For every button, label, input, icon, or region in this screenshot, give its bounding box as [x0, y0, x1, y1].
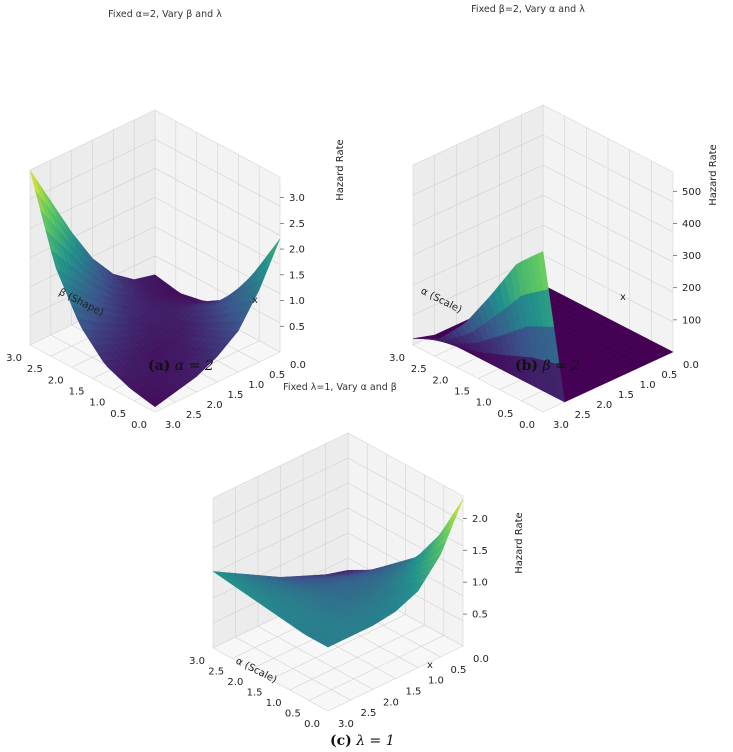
x-axis-label: x: [620, 292, 626, 303]
x-tick-label: 0.0: [473, 654, 489, 665]
x-tick-label: 1.0: [248, 380, 264, 391]
z-tick-label: 3.0: [289, 193, 305, 204]
x-tick-label: 0.0: [290, 360, 306, 371]
caption-b-text: β = 2: [542, 358, 581, 374]
x-tick-label: 0.5: [451, 665, 467, 676]
y-tick-label: 2.0: [227, 677, 243, 688]
z-axis-label: Hazard Rate: [708, 144, 719, 205]
gridline: [29, 138, 281, 207]
chart-a-svg: Fixed α=2, Vary β and λ 0.5 1.0 1.5 2.0 2.5 3.…: [6, 9, 346, 431]
x-tick-label: 2.5: [575, 410, 591, 421]
x-tick-label: 3.0: [553, 420, 569, 431]
x-tick-label: 2.0: [383, 697, 399, 708]
gridline: [235, 636, 351, 701]
gridline: [412, 134, 674, 203]
x-tick-label: 1.5: [406, 687, 422, 698]
x-tick-label: 0.0: [683, 360, 699, 371]
chart-c-svg: Fixed λ=1, Vary α and β0.51.01.52.0 Hazar…: [189, 382, 525, 730]
y-tick-label: 1.5: [454, 387, 470, 398]
z-tick-label: 0.5: [289, 322, 305, 333]
z-tick-label: 2.0: [289, 245, 305, 256]
y-tick-label: 0.5: [285, 709, 301, 720]
caption-c-text: λ = 1: [356, 733, 395, 749]
z-tick-label: 200: [682, 283, 701, 294]
x-tick-label: 2.5: [186, 410, 202, 421]
gridline: [412, 164, 674, 233]
y-tick-label: 1.5: [69, 387, 85, 398]
surface-patch: [537, 250, 549, 291]
chart-panel-b: Fixed β=2, Vary α and λ 100 200 300 400 500 Ha…: [368, 0, 728, 431]
x-tick-label: 1.0: [428, 676, 444, 687]
x-tick-label: 1.5: [618, 390, 634, 401]
caption-b-letter: (b): [515, 358, 539, 374]
z-axis-label: Hazard Rate: [335, 139, 346, 200]
surface-patch: [322, 641, 335, 648]
chart-0-surface: [29, 169, 281, 408]
y-tick-label: 0.5: [110, 409, 126, 420]
y-tick-label: 2.5: [27, 364, 43, 375]
caption-b: (b) β = 2: [515, 358, 580, 374]
y-tick-label: 1.0: [476, 398, 492, 409]
z-tick-label: 1.0: [472, 578, 488, 589]
x-axis-label: x: [427, 660, 433, 671]
y-tick-label: 2.0: [48, 375, 64, 386]
y-tick-label: 3.0: [189, 656, 205, 667]
caption-a: (a) α = 2: [148, 358, 214, 374]
y-tick-label: 3.0: [389, 353, 405, 364]
x-tick-label: 2.5: [361, 708, 377, 719]
y-tick-label: 2.5: [411, 364, 427, 375]
x-tick-label: 2.0: [207, 400, 223, 411]
y-tick-label: 1.0: [89, 398, 105, 409]
y-tick-label: 0.0: [131, 420, 147, 431]
x-tick-label: 3.0: [165, 420, 181, 431]
z-tick-label: 1.5: [289, 270, 305, 281]
x-tick-label: 1.0: [640, 380, 656, 391]
z-tick-label: 300: [682, 251, 701, 262]
gridline: [29, 168, 281, 236]
chart-b-svg: Fixed β=2, Vary α and λ 100 200 300 400 500 Ha…: [389, 4, 719, 431]
gridline: [212, 457, 464, 524]
gridline: [212, 482, 464, 549]
z-tick-label: 400: [682, 219, 701, 230]
x-tick-label: 1.5: [228, 390, 244, 401]
y-tick-label: 3.0: [6, 353, 22, 364]
caption-c: (c) λ = 1: [330, 733, 395, 749]
chart-panel-a: Fixed α=2, Vary β and λ 0.5 1.0 1.5 2.0 2.5 3.…: [6, 5, 350, 431]
surface-patch: [149, 399, 161, 408]
z-tick-label: 2.5: [289, 219, 305, 230]
y-tick-label: 1.5: [247, 688, 263, 699]
caption-a-letter: (a): [148, 358, 171, 374]
y-tick-label: 2.0: [432, 375, 448, 386]
chart-0-title: Fixed α=2, Vary β and λ: [108, 9, 222, 20]
z-tick-label: 100: [682, 315, 701, 326]
x-tick-label: 2.0: [596, 400, 612, 411]
y-tick-label: 2.5: [208, 667, 224, 678]
chart-2-surface: [212, 499, 464, 648]
z-tick-label: 0.5: [472, 610, 488, 621]
y-tick-label: 0.0: [519, 420, 535, 431]
x-axis-label: x: [252, 295, 258, 306]
caption-c-letter: (c): [330, 733, 352, 749]
y-tick-label: 0.0: [304, 719, 320, 730]
z-axis-label: Hazard Rate: [514, 512, 525, 573]
y-tick-label: 0.5: [497, 409, 513, 420]
z-tick-label: 500: [682, 187, 701, 198]
caption-a-text: α = 2: [174, 358, 214, 374]
z-tick-label: 2.0: [472, 514, 488, 525]
chart-2-title: Fixed λ=1, Vary α and β: [283, 382, 397, 393]
z-tick-label: 1.0: [289, 296, 305, 307]
chart-1-title: Fixed β=2, Vary α and λ: [471, 4, 585, 15]
x-tick-label: 3.0: [338, 719, 354, 730]
x-tick-label: 0.5: [661, 370, 677, 381]
y-tick-label: 1.0: [266, 698, 282, 709]
chart-1-surface: [412, 250, 674, 403]
z-tick-label: 1.5: [472, 546, 488, 557]
chart-panel-c: Fixed λ=1, Vary α and β 0.5 1.0 1.5 2.0 Hazar…: [180, 378, 550, 730]
x-tick-label: 0.5: [269, 370, 285, 381]
